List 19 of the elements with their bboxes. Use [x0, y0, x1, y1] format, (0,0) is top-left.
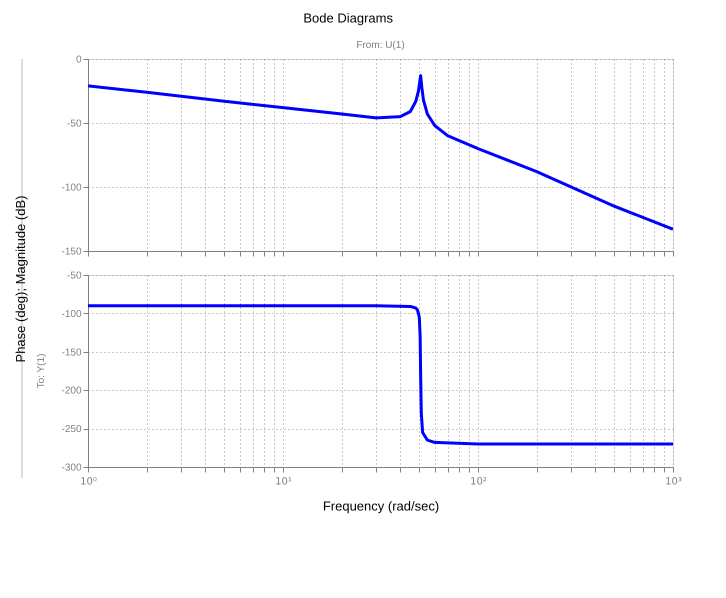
x-axis-title: Frequency (rad/sec) — [322, 498, 440, 514]
y-tick-label: -50 — [67, 270, 82, 282]
text: To: Y(1) — [36, 354, 47, 388]
y-tick-label: -100 — [61, 182, 82, 194]
x-tick-label: 10² — [470, 476, 487, 488]
y-tick-label: -200 — [61, 386, 82, 397]
y-tick-label: -300 — [61, 462, 82, 474]
y-tick-label: -150 — [61, 347, 82, 358]
x-tick-label: 10³ — [665, 476, 682, 488]
y-tick-label: -50 — [67, 118, 82, 130]
x-tick-label: 10¹ — [275, 476, 292, 488]
chart-title: Bode Diagrams — [303, 10, 394, 26]
x-tick-label: 10⁰ — [80, 476, 97, 488]
y-tick-label: -150 — [61, 246, 82, 258]
y-axis-title: Phase (deg); Magnitude (dB) — [13, 196, 28, 362]
y-tick-label: -250 — [61, 424, 82, 436]
y-tick-label: 0 — [76, 54, 82, 66]
y-tick-label: -100 — [61, 308, 82, 320]
chart-subtitle: From: U(1) — [356, 40, 405, 51]
